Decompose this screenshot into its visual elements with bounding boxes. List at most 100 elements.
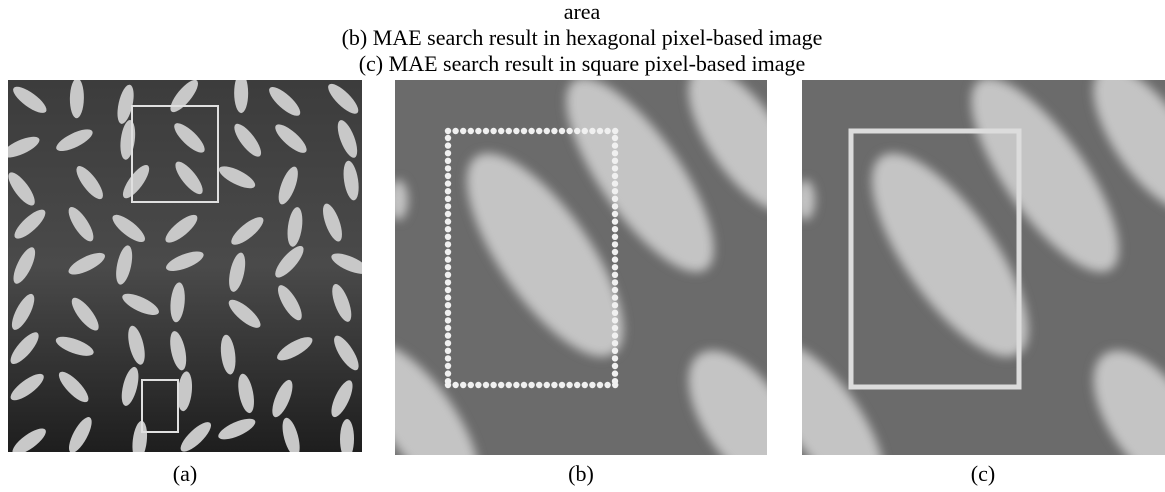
box-dot [445,378,451,384]
figure: area (b) MAE search result in hexagonal … [0,0,1165,492]
box-dot [452,128,458,134]
box-dot [521,382,527,388]
box-dot [445,249,451,255]
caption-line: (c) MAE search result in square pixel-ba… [359,51,806,76]
box-dot [445,279,451,285]
box-dot [445,234,451,240]
box-dot [468,382,474,388]
box-dot [521,128,527,134]
box-dot [566,128,572,134]
box-dot [612,128,618,134]
box-dot [445,135,451,141]
hexagonal-zoom [340,50,824,492]
box-dot [612,142,618,148]
box-dot [559,128,565,134]
box-dot [475,382,481,388]
box-dot [612,370,618,376]
box-dot [513,128,519,134]
box-dot [506,128,512,134]
box-dot [582,128,588,134]
box-dot [445,310,451,316]
box-dot [445,150,451,156]
box-dot [468,128,474,134]
box-dot [445,355,451,361]
box-dot [612,348,618,354]
box-dot [612,279,618,285]
box-dot [612,294,618,300]
box-dot [445,158,451,164]
box-dot [460,382,466,388]
box-dot [612,317,618,323]
box-dot [445,363,451,369]
box-dot [582,382,588,388]
box-dot [445,241,451,247]
box-dot [574,128,580,134]
box-dot [498,382,504,388]
box-dot [445,370,451,376]
box-dot [612,211,618,217]
square-zoom [745,50,1165,492]
box-dot [612,310,618,316]
box-dot [551,128,557,134]
box-dot [612,363,618,369]
box-dot [612,355,618,361]
box-dot [475,128,481,134]
box-dot [612,264,618,270]
box-dot [445,196,451,202]
box-dot [528,128,534,134]
box-dot [612,226,618,232]
box-dot [612,188,618,194]
box-dot [445,317,451,323]
box-dot [612,135,618,141]
box-dot [445,211,451,217]
box-dot [612,272,618,278]
box-dot [612,287,618,293]
box-dot [445,165,451,171]
box-dot [597,382,603,388]
box-dot [445,264,451,270]
box-dot [490,128,496,134]
box-dot [612,249,618,255]
box-dot [445,294,451,300]
box-dot [597,128,603,134]
box-dot [445,173,451,179]
caption-line: area [564,0,601,24]
box-dot [559,382,565,388]
box-dot [536,128,542,134]
box-dot [483,128,489,134]
box-dot [612,150,618,156]
box-dot [498,128,504,134]
box-dot [445,226,451,232]
box-dot [544,382,550,388]
box-dot [612,378,618,384]
box-dot [551,382,557,388]
box-dot [604,382,610,388]
box-dot [445,180,451,186]
box-dot [574,382,580,388]
box-dot [612,173,618,179]
box-dot [445,218,451,224]
box-dot [544,128,550,134]
box-dot [612,180,618,186]
box-dot [490,382,496,388]
box-dot [589,128,595,134]
box-dot [536,382,542,388]
box-dot [452,382,458,388]
caption-line: (b) MAE search result in hexagonal pixel… [342,25,823,50]
box-dot [445,348,451,354]
box-dot [445,256,451,262]
box-dot [612,165,618,171]
box-dot [612,332,618,338]
box-dot [445,142,451,148]
box-dot [612,158,618,164]
box-dot [612,203,618,209]
rice-image [0,73,371,461]
box-dot [612,241,618,247]
box-dot [445,302,451,308]
box-dot [513,382,519,388]
box-dot [589,382,595,388]
box-dot [445,325,451,331]
box-dot [445,332,451,338]
box-dot [445,340,451,346]
box-dot [445,272,451,278]
